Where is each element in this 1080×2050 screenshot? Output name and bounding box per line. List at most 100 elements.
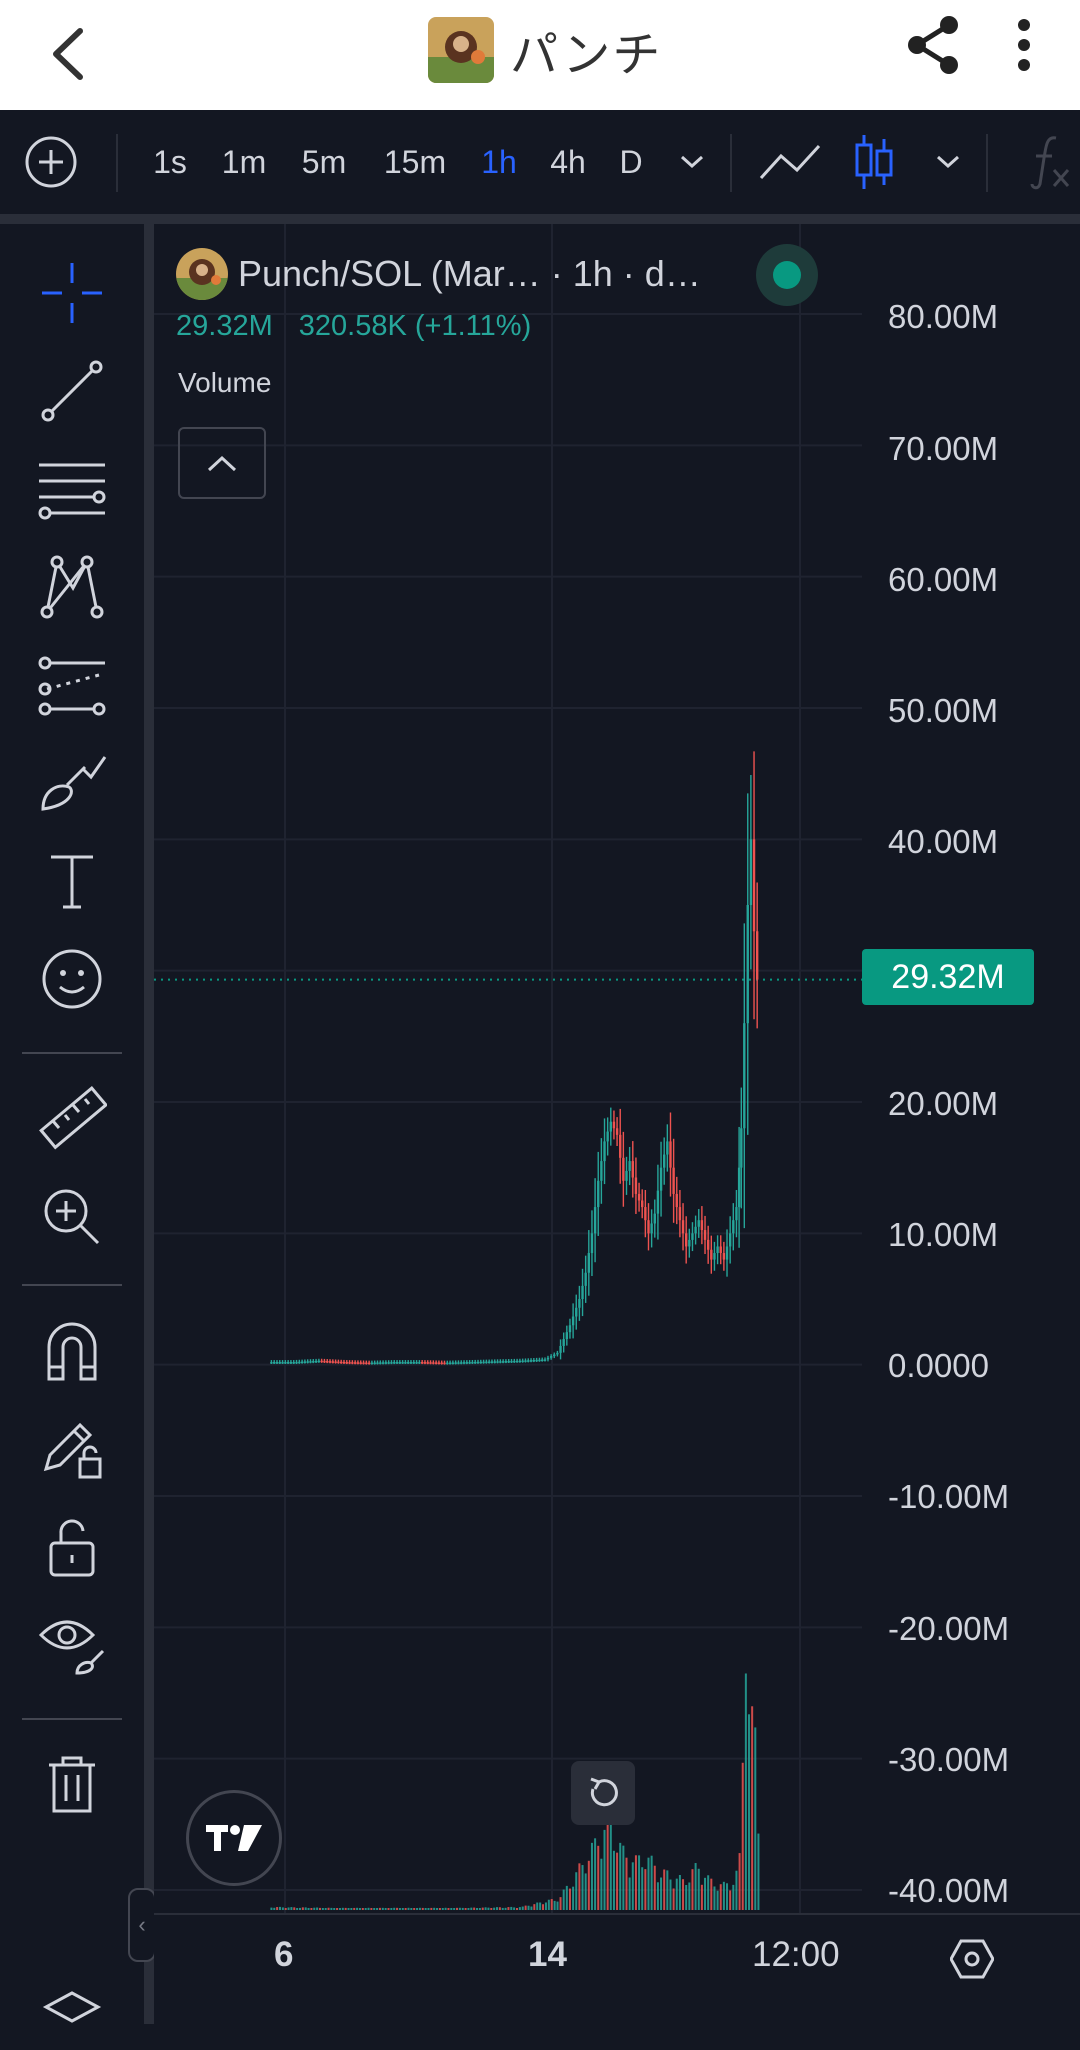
- candle-body: [527, 1360, 530, 1362]
- crosshair-tool[interactable]: [22, 248, 122, 338]
- pattern-tool[interactable]: [22, 542, 122, 632]
- share-button[interactable]: [898, 10, 968, 80]
- ruler-tool[interactable]: [22, 1074, 122, 1164]
- symbol-legend[interactable]: Punch/SOL (Mar… · 1h · d…: [176, 246, 701, 302]
- back-button[interactable]: [28, 14, 108, 94]
- volume-bar: [738, 1853, 741, 1910]
- legend-values: 29.32M 320.58K (+1.11%): [176, 310, 549, 343]
- volume-bar: [313, 1907, 316, 1910]
- more-button[interactable]: [996, 10, 1052, 80]
- chart-settings-button[interactable]: [942, 1934, 1002, 1984]
- emoji-tool[interactable]: [22, 934, 122, 1024]
- fib-lines-tool[interactable]: [22, 444, 122, 534]
- volume-bar: [716, 1890, 719, 1910]
- volume-bar: [441, 1908, 444, 1910]
- volume-bar: [691, 1869, 694, 1910]
- candle-body: [703, 1230, 707, 1240]
- volume-bar: [606, 1813, 609, 1910]
- emoji-icon: [42, 949, 102, 1009]
- volume-bar: [656, 1882, 659, 1910]
- timeframe-label: 4h: [550, 143, 586, 180]
- volume-indicator-label[interactable]: Volume: [178, 367, 272, 398]
- volume-bar: [330, 1907, 333, 1910]
- candle-body: [342, 1361, 346, 1364]
- magnet-tool[interactable]: [22, 1306, 122, 1396]
- indicators-button[interactable]: [1028, 110, 1074, 214]
- chevron-up-icon: [207, 455, 237, 472]
- line-chart-button[interactable]: [758, 110, 822, 214]
- candle-body: [529, 1360, 533, 1362]
- volume-bar: [619, 1842, 622, 1910]
- remove-drawings-tool[interactable]: [22, 1740, 122, 1830]
- line-chart-icon: [759, 144, 821, 180]
- chart-type-chevron-icon: [936, 155, 960, 169]
- app-header: パンチ: [0, 0, 1080, 110]
- candle-body: [732, 1220, 735, 1234]
- volume-bar: [542, 1904, 545, 1910]
- candle-body: [339, 1361, 343, 1364]
- candle-body: [351, 1362, 354, 1364]
- tab-timeframe-1m[interactable]: 1m: [218, 110, 270, 214]
- volume-bar: [493, 1907, 496, 1910]
- tools-divider: [22, 1284, 122, 1286]
- reset-chart-button[interactable]: [571, 1761, 635, 1825]
- candle-body: [688, 1239, 691, 1247]
- tab-timeframe-1h[interactable]: 1h: [478, 110, 520, 214]
- object-tree-tool[interactable]: [22, 1960, 122, 2050]
- volume-bar: [660, 1877, 663, 1910]
- volume-bar: [594, 1838, 597, 1910]
- volume-bar: [609, 1821, 612, 1910]
- tab-timeframe-1s[interactable]: 1s: [148, 110, 192, 214]
- chart-type-dropdown[interactable]: [930, 110, 966, 214]
- tab-timeframe-d[interactable]: D: [616, 110, 646, 214]
- magnet-icon: [47, 1322, 97, 1381]
- brush-tool[interactable]: [22, 738, 122, 828]
- tab-timeframe-15m[interactable]: 15m: [380, 110, 450, 214]
- candle-body: [448, 1362, 452, 1365]
- market-status-indicator[interactable]: [756, 244, 818, 306]
- tab-timeframe-4h[interactable]: 4h: [546, 110, 590, 214]
- chart-area[interactable]: [154, 224, 1080, 2024]
- text-tool[interactable]: [22, 836, 122, 926]
- trend-line-tool[interactable]: [22, 346, 122, 436]
- volume-bar: [744, 1673, 747, 1910]
- candle-body: [418, 1362, 421, 1364]
- lock-drawing-tool[interactable]: [22, 1404, 122, 1494]
- candle-body: [320, 1360, 323, 1363]
- candle-body: [656, 1190, 660, 1214]
- candle-body: [407, 1362, 410, 1364]
- volume-bar: [638, 1855, 641, 1910]
- collapse-legend-button[interactable]: [178, 427, 266, 499]
- candle-body: [631, 1161, 634, 1178]
- candle-body: [543, 1359, 547, 1361]
- projection-tool[interactable]: [22, 640, 122, 730]
- candle-body: [650, 1223, 653, 1234]
- lock-all-tool[interactable]: [22, 1502, 122, 1592]
- volume-bar: [338, 1908, 341, 1910]
- candle-body: [323, 1360, 326, 1363]
- candle-body: [565, 1332, 569, 1340]
- candle-body: [513, 1360, 516, 1363]
- panel-toggle-button[interactable]: ‹: [128, 1888, 156, 1962]
- candle-body: [728, 1233, 732, 1247]
- timeframe-label: 1s: [153, 143, 187, 180]
- volume-bar: [754, 1727, 757, 1910]
- more-timeframes-button[interactable]: [674, 110, 710, 214]
- add-indicator-button[interactable]: [20, 110, 82, 214]
- price-tick-label: 50.00M: [888, 692, 999, 729]
- candle-body: [524, 1360, 527, 1362]
- candle-body: [628, 1161, 631, 1171]
- tab-timeframe-5m[interactable]: 5m: [298, 110, 350, 214]
- volume-bar: [628, 1877, 631, 1910]
- tradingview-logo[interactable]: [186, 1790, 282, 1886]
- volume-bar: [304, 1907, 307, 1910]
- candle-body: [710, 1249, 713, 1260]
- candle-body: [390, 1362, 393, 1364]
- candlestick-button[interactable]: [852, 110, 896, 214]
- hide-drawings-tool[interactable]: [22, 1600, 122, 1690]
- candle-body: [625, 1170, 628, 1181]
- volume-bar: [410, 1908, 413, 1910]
- candle-body: [587, 1253, 591, 1273]
- zoom-in-tool[interactable]: [22, 1172, 122, 1262]
- live-dot-icon: [773, 261, 801, 289]
